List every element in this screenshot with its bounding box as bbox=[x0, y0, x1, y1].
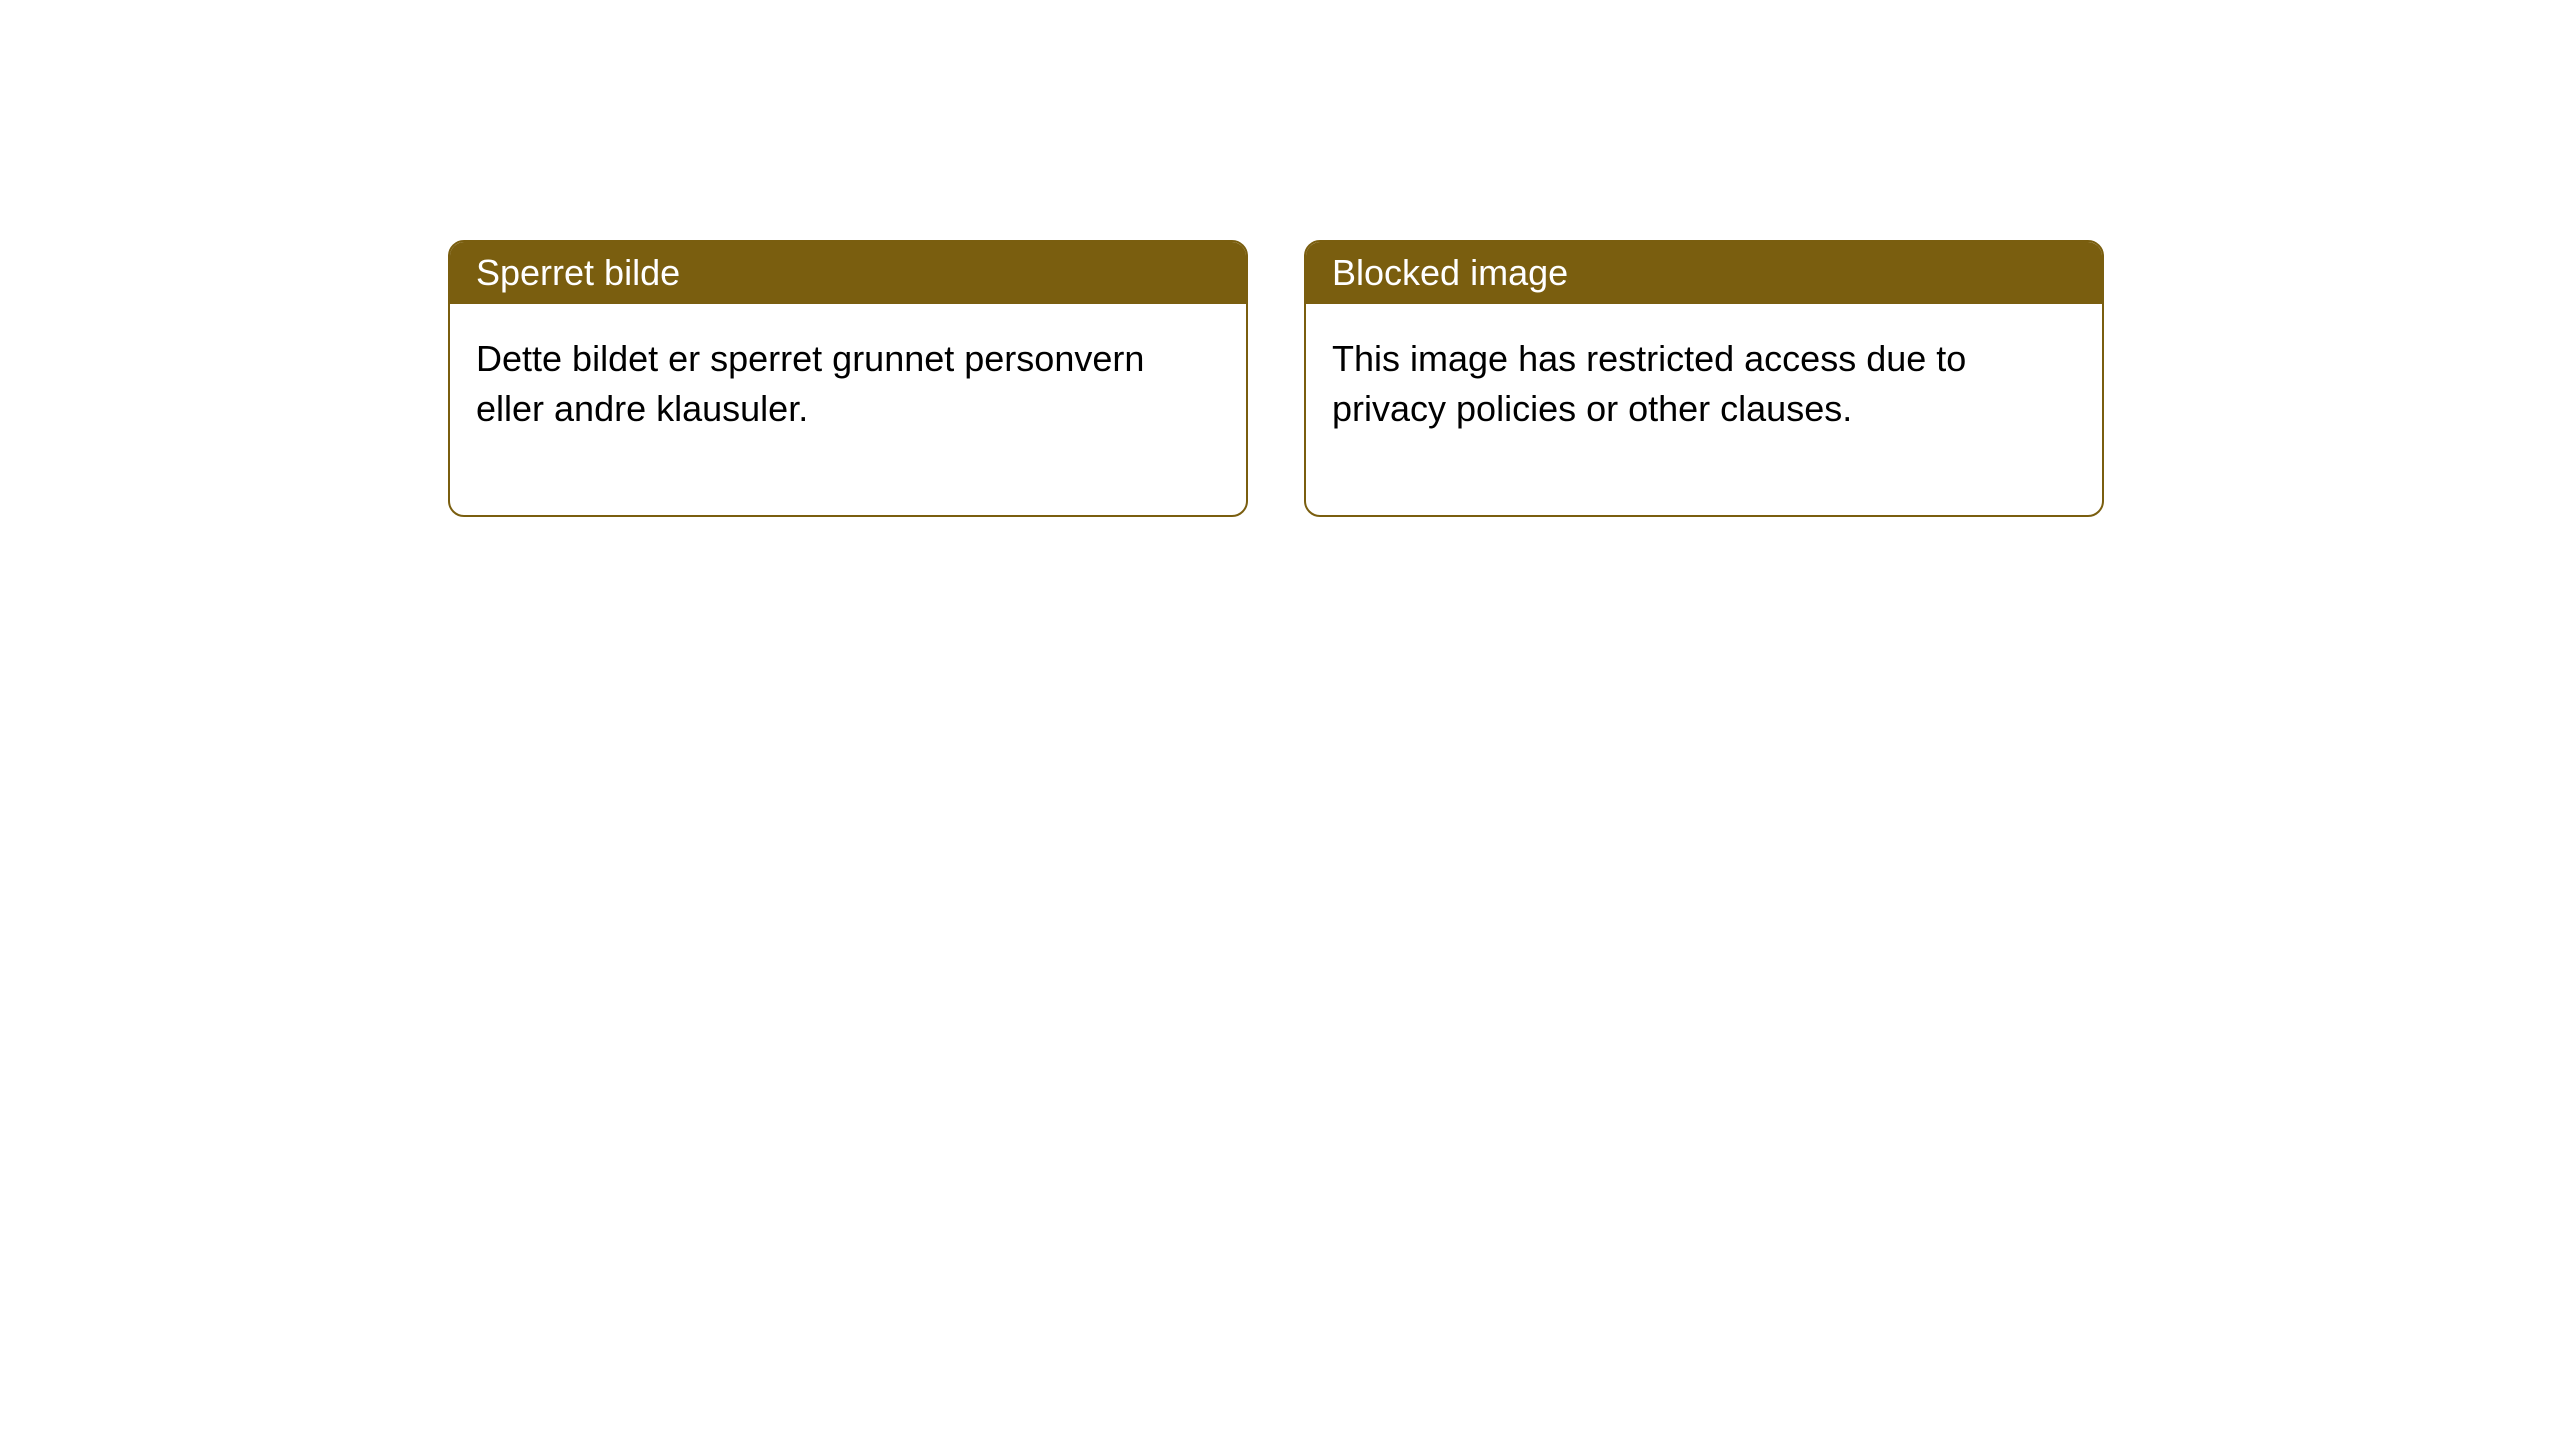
notice-body: This image has restricted access due to … bbox=[1306, 304, 2102, 515]
notice-header: Sperret bilde bbox=[450, 242, 1246, 304]
notice-card-norwegian: Sperret bilde Dette bildet er sperret gr… bbox=[448, 240, 1248, 517]
notice-message: This image has restricted access due to … bbox=[1332, 338, 1966, 429]
notice-title: Sperret bilde bbox=[476, 252, 680, 293]
notice-message: Dette bildet er sperret grunnet personve… bbox=[476, 338, 1144, 429]
notice-header: Blocked image bbox=[1306, 242, 2102, 304]
notice-body: Dette bildet er sperret grunnet personve… bbox=[450, 304, 1246, 515]
notice-title: Blocked image bbox=[1332, 252, 1568, 293]
notice-card-english: Blocked image This image has restricted … bbox=[1304, 240, 2104, 517]
notice-container: Sperret bilde Dette bildet er sperret gr… bbox=[448, 240, 2104, 517]
